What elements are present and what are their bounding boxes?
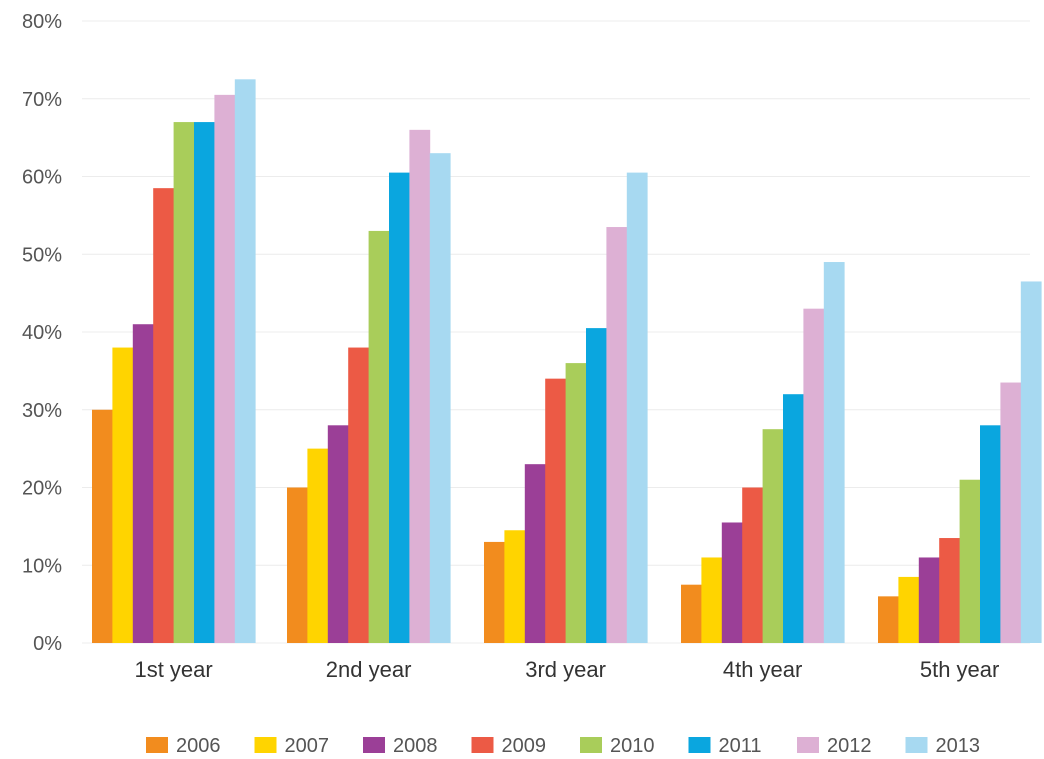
bar-2009-5th-year: [939, 538, 960, 643]
bar-2008-2nd-year: [327, 425, 349, 643]
bar-2007-3rd-year: [504, 530, 526, 643]
bar-2011-4th-year: [783, 394, 804, 643]
legend-swatch: [580, 737, 602, 753]
legend-item-2007: 2007: [254, 735, 330, 757]
y-tick-label: 60%: [22, 167, 62, 189]
bar-2012-1st-year: [214, 94, 236, 644]
bar-2013-4th-year: [823, 262, 845, 643]
bar-2009-3rd-year: [545, 378, 566, 643]
bar-2013-3rd-year: [626, 172, 648, 644]
bar-2010-2nd-year: [368, 230, 390, 644]
x-category-label: 4th year: [723, 657, 803, 682]
bar-2012-4th-year: [803, 308, 825, 643]
x-category-label: 2nd year: [326, 657, 412, 682]
y-tick-label: 70%: [22, 89, 62, 111]
x-category-label: 3rd year: [525, 657, 606, 682]
y-tick-label: 80%: [22, 11, 62, 33]
legend-item-2012: 2012: [797, 735, 872, 757]
legend-item-2011: 2011: [688, 735, 762, 757]
y-tick-label: 20%: [22, 478, 62, 500]
legend-swatch: [688, 737, 711, 753]
bar-2006-2nd-year: [287, 487, 308, 643]
legend-label: 2010: [610, 735, 655, 757]
bar-2012-5th-year: [1000, 382, 1022, 643]
y-tick-label: 10%: [22, 555, 62, 577]
bar-2009-1st-year: [153, 188, 174, 643]
legend-swatch: [254, 737, 277, 753]
legend-label: 2009: [502, 735, 547, 757]
legend-swatch: [363, 737, 385, 753]
legend-item-2010: 2010: [580, 735, 655, 757]
y-tick-label: 30%: [22, 400, 62, 422]
bar-2013-5th-year: [1020, 281, 1042, 643]
y-tick-label: 50%: [22, 244, 62, 266]
bar-2010-3rd-year: [565, 363, 587, 643]
bar-2009-2nd-year: [348, 347, 369, 643]
bar-2008-3rd-year: [524, 464, 546, 643]
legend-item-2008: 2008: [363, 735, 438, 757]
legend-label: 2006: [176, 735, 221, 757]
bar-2011-5th-year: [980, 425, 1001, 643]
legend-item-2013: 2013: [905, 735, 981, 757]
x-axis-categories: 1st year 2nd year 3rd year 4th year 5th year: [134, 657, 999, 682]
bar-2008-5th-year: [918, 557, 940, 643]
bar-2007-1st-year: [112, 347, 134, 643]
legend-swatch: [471, 737, 494, 753]
bar-2007-5th-year: [898, 576, 920, 643]
legend-label: 2012: [827, 735, 872, 757]
bar-2007-4th-year: [701, 557, 723, 643]
bar-2006-5th-year: [878, 596, 899, 643]
y-tick-label: 0%: [33, 633, 62, 655]
bar-2011-1st-year: [194, 122, 215, 643]
bar-2006-1st-year: [92, 409, 113, 643]
bar-2008-4th-year: [721, 522, 743, 643]
bar-2013-2nd-year: [429, 153, 451, 644]
legend-label: 2013: [936, 735, 981, 757]
bar-2007-2nd-year: [307, 448, 329, 643]
bar-2010-4th-year: [762, 429, 784, 643]
x-category-label: 1st year: [134, 657, 212, 682]
legend-label: 2007: [285, 735, 330, 757]
bar-2011-3rd-year: [586, 328, 607, 643]
legend-swatch: [797, 737, 819, 753]
y-axis-ticks: 0% 10% 20% 30% 40% 50% 60% 70% 80%: [22, 11, 62, 655]
legend-label: 2011: [719, 735, 762, 757]
bar-2009-4th-year: [742, 487, 763, 643]
legend: 2006 2007 2008 2009 2010 2011 2012 2013: [146, 735, 980, 757]
bar-2006-3rd-year: [484, 541, 505, 643]
bars: [92, 79, 1042, 644]
legend-swatch: [146, 737, 168, 753]
legend-label: 2008: [393, 735, 438, 757]
bar-2010-5th-year: [959, 479, 981, 643]
legend-item-2006: 2006: [146, 735, 221, 757]
bar-2008-1st-year: [132, 324, 154, 643]
bar-2006-4th-year: [681, 584, 702, 643]
y-tick-label: 40%: [22, 322, 62, 344]
bar-2013-1st-year: [234, 79, 256, 643]
x-category-label: 5th year: [920, 657, 1000, 682]
legend-swatch: [905, 737, 928, 753]
legend-item-2009: 2009: [471, 735, 547, 757]
bar-2012-2nd-year: [409, 129, 431, 644]
bar-2010-1st-year: [173, 122, 195, 643]
bar-2011-2nd-year: [389, 172, 410, 644]
bar-2012-3rd-year: [606, 227, 628, 643]
